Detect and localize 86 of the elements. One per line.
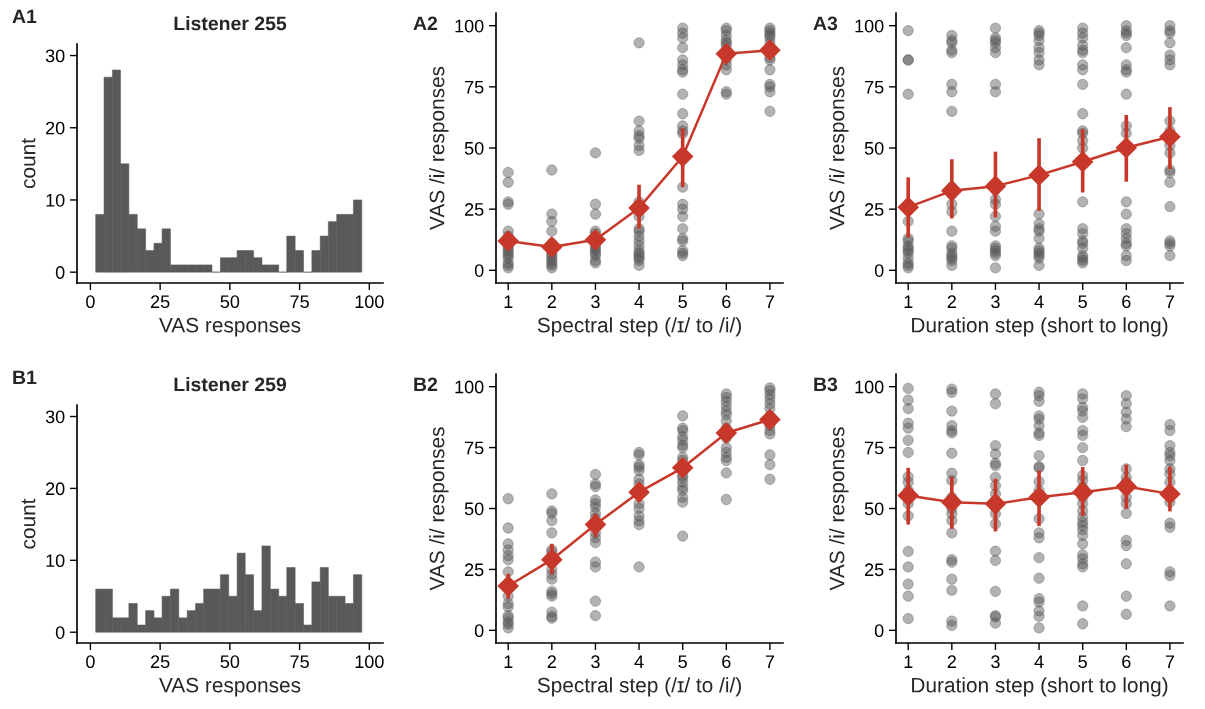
y-axis-title: VAS /i/ responses <box>829 427 849 591</box>
x-tick-label: 75 <box>290 295 309 309</box>
y-tick-label: 50 <box>864 502 884 516</box>
y-tick-label: 50 <box>464 502 484 516</box>
x-tick-label: 25 <box>150 295 170 309</box>
x-tick-label: 2 <box>547 655 556 668</box>
x-tick-label: 0 <box>86 295 95 309</box>
x-tick-label: 5 <box>678 295 687 309</box>
x-tick-label: 3 <box>991 655 1000 669</box>
y-tick-label: 20 <box>46 482 65 496</box>
y-tick-label: 75 <box>865 80 884 94</box>
y-tick-label: 25 <box>465 203 484 216</box>
x-tick-label: 2 <box>947 655 956 668</box>
text: B3 <box>814 377 838 392</box>
x-tick-label: 5 <box>678 655 687 669</box>
x-tick-label: 100 <box>355 295 384 309</box>
x-tick-label: 1 <box>904 295 913 308</box>
text: B1 <box>13 370 37 385</box>
x-tick-label: 4 <box>634 655 644 668</box>
x-tick-label: 4 <box>1034 655 1044 668</box>
chart-title: Listener 255 <box>174 16 287 31</box>
y-tick-label: 30 <box>45 49 65 63</box>
y-axis-title: count <box>21 138 36 189</box>
y-tick-label: 25 <box>865 203 884 216</box>
y-tick-label: 25 <box>865 563 884 577</box>
text: A3 <box>813 16 838 31</box>
x-tick-label: 6 <box>1122 295 1131 309</box>
y-axis-title: VAS /i/ responses <box>429 427 449 591</box>
x-axis-title: Duration step (short to long) <box>912 677 1168 697</box>
x-tick-label: 75 <box>290 655 309 669</box>
y-tick-label: 20 <box>46 121 65 135</box>
y-tick-label: 0 <box>874 264 884 277</box>
x-tick-label: 100 <box>355 655 384 669</box>
y-tick-label: 75 <box>465 441 484 455</box>
text: A2 <box>413 16 438 31</box>
x-tick-label: 4 <box>1034 295 1044 308</box>
x-tick-label: 6 <box>722 655 731 669</box>
x-axis-title: Spectral step (/ɪ/ to /i/) <box>537 677 741 697</box>
y-axis-title: count <box>21 498 36 549</box>
y-tick-label: 100 <box>855 380 884 394</box>
y-axis-title: VAS /i/ responses <box>429 66 449 230</box>
x-tick-label: 5 <box>1078 655 1087 669</box>
y-tick-label: 100 <box>855 19 884 33</box>
x-tick-label: 7 <box>765 655 775 668</box>
x-axis-title: Duration step (short to long) <box>912 317 1168 337</box>
y-tick-label: 0 <box>474 624 484 638</box>
x-tick-label: 2 <box>947 295 956 308</box>
x-axis-title: VAS responses <box>159 677 301 697</box>
x-axis-title: Spectral step (/ɪ/ to /i/) <box>537 317 741 337</box>
y-tick-label: 10 <box>46 193 65 207</box>
x-tick-label: 7 <box>1165 655 1175 668</box>
y-tick-label: 0 <box>874 624 884 638</box>
y-tick-label: 0 <box>55 626 65 639</box>
x-tick-label: 6 <box>1122 655 1131 669</box>
y-tick-label: 75 <box>865 441 884 455</box>
text: B2 <box>414 377 438 392</box>
y-tick-label: 100 <box>455 380 484 394</box>
y-tick-label: 25 <box>465 563 484 577</box>
text: A1 <box>12 9 37 24</box>
y-tick-label: 100 <box>455 19 484 33</box>
x-tick-label: 1 <box>504 295 513 308</box>
x-tick-label: 25 <box>150 655 170 669</box>
y-tick-label: 30 <box>45 410 65 424</box>
x-tick-label: 1 <box>504 655 513 668</box>
y-tick-label: 50 <box>464 141 484 155</box>
y-axis-title: VAS /i/ responses <box>829 66 849 230</box>
y-tick-label: 0 <box>55 266 65 279</box>
x-tick-label: 3 <box>591 295 600 309</box>
x-tick-label: 7 <box>1165 295 1175 308</box>
x-tick-label: 2 <box>547 295 556 308</box>
x-axis-title: VAS responses <box>159 317 301 337</box>
x-tick-label: 7 <box>765 295 775 308</box>
x-tick-label: 6 <box>722 295 731 309</box>
x-tick-label: 3 <box>991 295 1000 309</box>
x-tick-label: 1 <box>904 655 913 668</box>
y-tick-label: 10 <box>46 554 65 568</box>
x-tick-label: 50 <box>220 655 240 669</box>
x-tick-label: 5 <box>1078 295 1087 309</box>
x-tick-label: 4 <box>634 295 644 308</box>
x-tick-label: 0 <box>86 655 95 669</box>
x-tick-label: 3 <box>591 655 600 669</box>
chart-title: Listener 259 <box>174 377 287 392</box>
y-tick-label: 75 <box>465 80 484 94</box>
x-tick-label: 50 <box>220 295 240 309</box>
y-tick-label: 50 <box>864 141 884 155</box>
y-tick-label: 0 <box>474 264 484 277</box>
